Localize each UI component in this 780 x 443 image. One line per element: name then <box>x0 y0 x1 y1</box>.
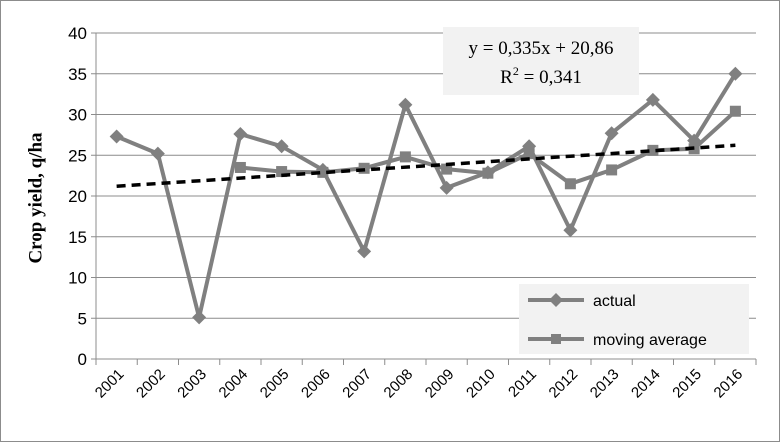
y-tick-label: 0 <box>78 350 87 369</box>
r-squared-value: = 0,341 <box>519 67 582 88</box>
point-actual <box>274 139 289 154</box>
point-actual <box>563 223 578 238</box>
y-tick-label: 25 <box>68 146 87 165</box>
point-moving-average <box>234 161 246 173</box>
point-actual <box>439 180 454 195</box>
point-moving-average <box>647 144 659 156</box>
y-tick-label: 15 <box>68 228 87 247</box>
point-actual <box>192 310 207 325</box>
point-actual <box>604 126 619 141</box>
trendline-equation-box: y = 0,335x + 20,86 R2 = 0,341 <box>443 27 639 95</box>
legend-moving-average-marker <box>551 334 561 344</box>
y-tick-labels: 0 5 10 15 20 25 30 35 40 <box>68 24 87 369</box>
x-tick-label: 2008 <box>381 366 417 402</box>
point-moving-average <box>729 105 741 117</box>
trendline <box>116 143 736 189</box>
point-moving-average <box>482 167 494 179</box>
x-tick-label: 2016 <box>711 366 747 402</box>
y-tick-label: 20 <box>68 187 87 206</box>
point-moving-average <box>399 151 411 163</box>
legend-moving-average-label: moving average <box>593 332 707 349</box>
x-tick-label: 2009 <box>422 366 458 402</box>
y-axis-title: Crop yield, q/ha <box>25 132 46 264</box>
y-tick-label: 40 <box>68 24 87 43</box>
point-actual <box>728 66 743 81</box>
r-squared-superscript: 2 <box>513 64 519 78</box>
x-tick-label: 2010 <box>463 366 499 402</box>
point-moving-average <box>317 166 329 178</box>
trendline-layer <box>116 143 736 189</box>
point-actual <box>645 92 660 107</box>
point-actual <box>233 127 248 142</box>
point-moving-average <box>606 164 618 176</box>
x-tick-label: 2004 <box>216 366 252 402</box>
x-tick-label: 2001 <box>92 366 128 402</box>
point-actual <box>357 244 372 259</box>
x-tick-label: 2002 <box>133 366 169 402</box>
equation-line-1: y = 0,335x + 20,86 <box>469 38 614 59</box>
point-actual <box>398 97 413 112</box>
x-tick-labels: 2001 2002 2003 2004 2005 2006 2007 2008 2009 2010… <box>92 366 746 402</box>
point-moving-average <box>441 163 453 175</box>
x-tick-label: 2011 <box>505 366 540 401</box>
point-actual <box>109 129 124 144</box>
legend-actual-marker <box>549 293 563 307</box>
x-tick-label: 2014 <box>628 366 664 402</box>
x-tick-label: 2007 <box>339 366 375 402</box>
axes <box>91 32 757 365</box>
point-moving-average <box>523 148 535 160</box>
x-tick-label: 2013 <box>587 366 623 402</box>
x-tick-label: 2012 <box>546 366 582 402</box>
x-tick-label: 2005 <box>257 366 293 402</box>
y-tick-label: 30 <box>68 106 87 125</box>
x-tick-label: 2006 <box>298 366 334 402</box>
y-tick-label: 5 <box>78 309 87 328</box>
series-line-actual <box>115 72 738 320</box>
y-tick-label: 35 <box>68 65 87 84</box>
point-actual <box>150 146 165 161</box>
point-moving-average <box>564 178 576 190</box>
x-tick-label: 2015 <box>669 366 705 402</box>
grid-lines <box>96 32 756 319</box>
r-squared-prefix: R <box>500 67 513 88</box>
legend: actual moving average <box>519 284 749 354</box>
point-moving-average <box>276 166 288 178</box>
equation-line-2: R2 = 0,341 <box>500 64 582 88</box>
legend-actual-label: actual <box>593 293 636 310</box>
x-tick-label: 2003 <box>174 366 210 402</box>
equation-box-bg <box>443 27 639 95</box>
y-tick-label: 10 <box>68 269 87 288</box>
